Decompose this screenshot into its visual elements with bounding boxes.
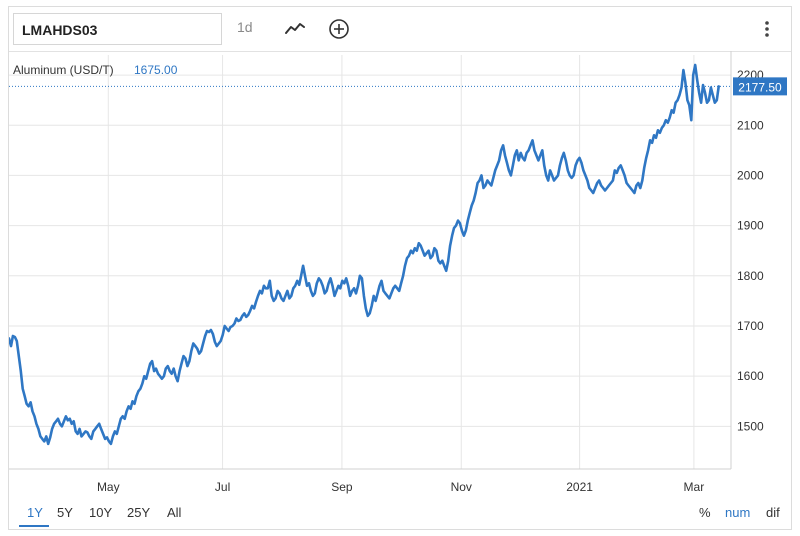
y-tick-label: 1700 <box>737 319 764 333</box>
range-5y-button[interactable]: 5Y <box>57 505 73 520</box>
y-tick-label: 2100 <box>737 118 764 132</box>
x-tick-label: 2021 <box>566 480 593 494</box>
x-tick-label: Mar <box>684 480 705 494</box>
chart-toolbar: LMAHDS03 1d <box>9 7 791 52</box>
legend-value: 1675.00 <box>134 63 178 77</box>
range-1y-button[interactable]: 1Y <box>27 505 43 520</box>
mode-dif-button[interactable]: dif <box>766 505 780 520</box>
range-10y-button[interactable]: 10Y <box>89 505 113 520</box>
more-vertical-icon[interactable] <box>757 16 777 42</box>
range-25y-button[interactable]: 25Y <box>127 505 151 520</box>
interval-selector[interactable]: 1d <box>237 19 253 35</box>
chart-widget: LMAHDS03 1d 1500 1600 1700 1800 1900 2000 2100… <box>8 6 792 530</box>
mode-percent-button[interactable]: % <box>699 505 711 520</box>
line-chart-icon[interactable] <box>282 16 308 42</box>
y-tick-label: 2000 <box>737 168 764 182</box>
x-tick-label: Nov <box>451 480 472 494</box>
symbol-text: LMAHDS03 <box>22 22 98 38</box>
y-tick-label: 1600 <box>737 369 764 383</box>
legend-label: Aluminum (USD/T) <box>13 63 114 77</box>
last-value-label: 2177.50 <box>738 80 782 94</box>
range-bar: 1Y 5Y 10Y 25Y All % num dif <box>9 499 791 529</box>
x-tick-label: Sep <box>331 480 353 494</box>
active-range-indicator <box>19 525 49 527</box>
x-tick-label: Jul <box>215 480 230 494</box>
y-tick-label: 1800 <box>737 269 764 283</box>
range-all-button[interactable]: All <box>167 505 182 520</box>
last-value-badge <box>733 77 787 96</box>
symbol-input[interactable]: LMAHDS03 <box>13 13 222 45</box>
x-tick-label: May <box>97 480 120 494</box>
y-tick-label: 1500 <box>737 419 764 433</box>
mode-num-button[interactable]: num <box>725 505 751 520</box>
y-tick-label: 1900 <box>737 219 764 233</box>
price-line <box>9 63 721 446</box>
chart-area[interactable]: 1500 1600 1700 1800 1900 2000 2100 2200 May Jul Se… <box>9 51 791 498</box>
add-circle-icon[interactable] <box>326 16 352 42</box>
